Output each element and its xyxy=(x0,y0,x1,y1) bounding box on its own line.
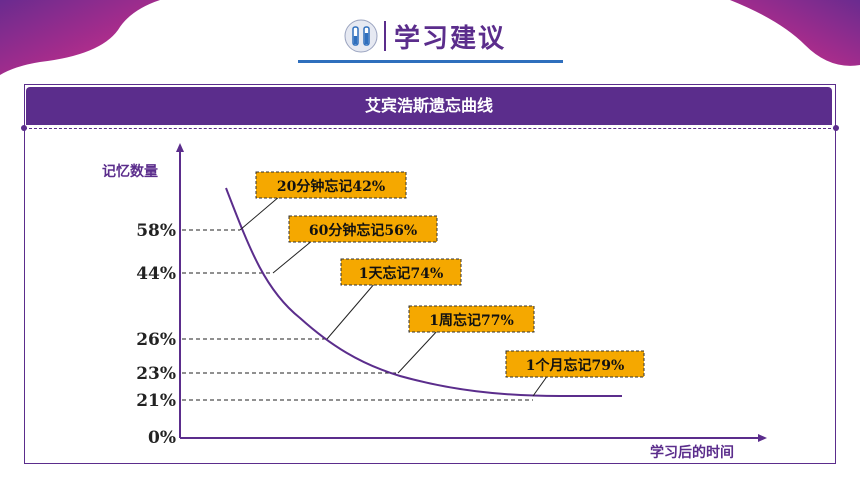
callout-label: 60分钟忘记56% xyxy=(309,222,417,239)
page-title: 学习建议 xyxy=(394,23,507,54)
callout-leader xyxy=(532,374,549,397)
title-separator xyxy=(384,21,386,51)
callout-box xyxy=(255,171,407,199)
callout-box xyxy=(408,305,535,333)
callout-leader xyxy=(397,329,439,374)
y-tick-label: 44% xyxy=(136,264,176,284)
corner-decoration-left xyxy=(0,0,160,75)
callout-label: 1周忘记77% xyxy=(429,312,514,329)
callout-box xyxy=(288,215,438,243)
axes xyxy=(176,143,767,442)
panel-title: 艾宾浩斯遗忘曲线 xyxy=(364,96,493,115)
callout-leader xyxy=(326,282,376,340)
callout-box xyxy=(505,350,645,378)
y-tick-label: 23% xyxy=(136,364,176,384)
y-tick-label: 26% xyxy=(136,330,176,350)
callout-leader xyxy=(239,195,281,231)
panel-header-bar xyxy=(26,87,832,125)
callout-label: 1天忘记74% xyxy=(359,265,444,282)
divider-dot-right xyxy=(833,125,839,131)
y-axis-label: 记忆数量 xyxy=(102,163,158,180)
forgetting-curve-line xyxy=(225,187,622,397)
callout-label: 20分钟忘记42% xyxy=(277,178,385,195)
y-tick-label: 58% xyxy=(136,221,176,241)
callout-label: 1个月忘记79% xyxy=(526,357,625,374)
chart-panel xyxy=(24,84,836,464)
y-axis-arrow xyxy=(176,143,184,152)
title-underline xyxy=(298,60,563,63)
callout-box xyxy=(340,258,462,286)
test-tube-icon xyxy=(344,19,378,53)
page-title-group: 学习建议 xyxy=(344,16,506,56)
callout-leader xyxy=(272,239,314,274)
panel-dashed-divider xyxy=(24,128,836,129)
y-tick-label: 21% xyxy=(136,391,176,411)
x-axis-label: 学习后的时间 xyxy=(650,444,734,461)
divider-dot-left xyxy=(21,125,27,131)
corner-decoration-right xyxy=(730,0,860,66)
x-axis-arrow xyxy=(758,434,767,442)
y-tick-label: 0% xyxy=(148,428,176,448)
